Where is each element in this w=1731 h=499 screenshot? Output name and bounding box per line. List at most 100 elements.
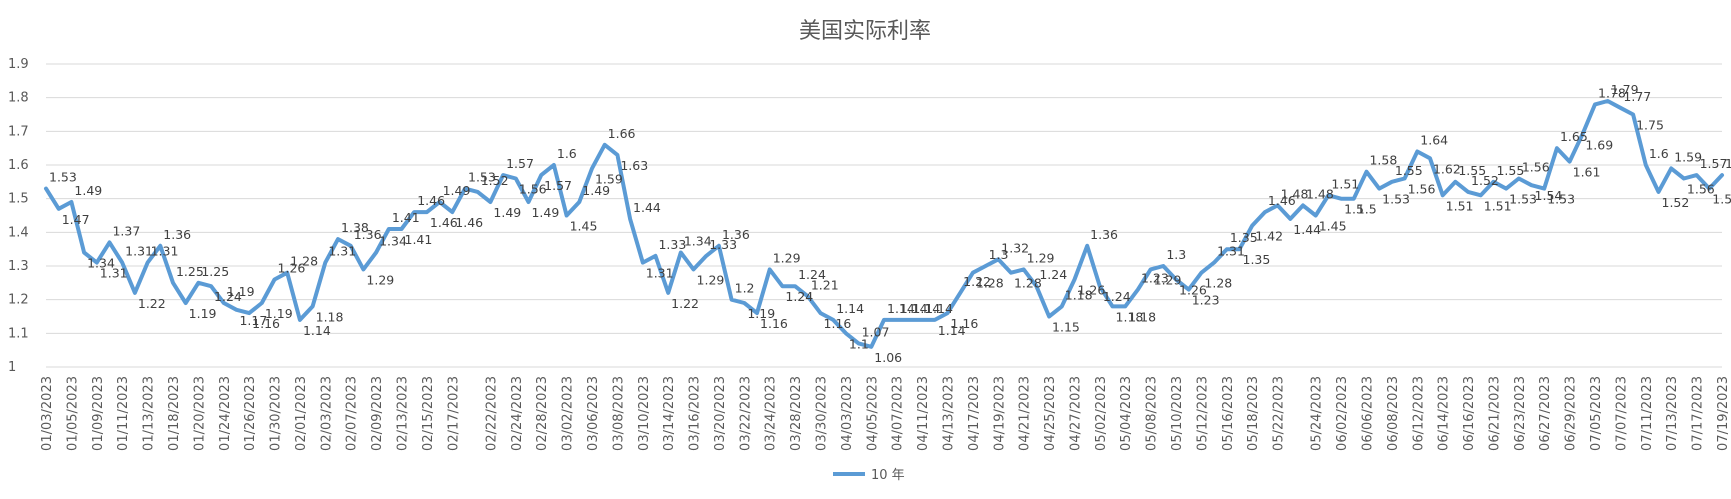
x-tick-label: 05/12/2023 bbox=[1195, 376, 1210, 451]
data-label: 1.53 bbox=[1712, 192, 1731, 207]
data-label: 1.22 bbox=[138, 296, 166, 311]
y-tick-label: 1.4 bbox=[8, 225, 29, 240]
data-label: 1.29 bbox=[366, 272, 394, 287]
data-label: 1.24 bbox=[785, 289, 813, 304]
y-tick-label: 1.1 bbox=[8, 326, 29, 341]
data-label: 1.42 bbox=[1255, 229, 1283, 244]
data-label: 1.18 bbox=[1065, 287, 1093, 302]
data-label: 1.18 bbox=[1128, 309, 1156, 324]
data-label: 1.36 bbox=[1090, 227, 1118, 242]
data-label: 1.14 bbox=[887, 301, 915, 316]
data-label: 1.53 bbox=[1547, 192, 1575, 207]
x-tick-label: 03/20/2023 bbox=[713, 376, 728, 451]
data-label: 1.19 bbox=[227, 284, 255, 299]
data-label: 1.18 bbox=[316, 309, 344, 324]
legend-label: 10 年 bbox=[871, 468, 905, 483]
x-tick-label: 02/28/2023 bbox=[535, 376, 550, 451]
x-tick-label: 02/17/2023 bbox=[446, 376, 461, 451]
data-label: 1.47 bbox=[62, 212, 90, 227]
data-label: 1.56 bbox=[1687, 181, 1715, 196]
data-label: 1.24 bbox=[798, 267, 826, 282]
data-label: 1.31 bbox=[151, 244, 179, 259]
data-label: 1.5 bbox=[1357, 202, 1377, 217]
y-tick-label: 1.7 bbox=[8, 124, 29, 139]
y-tick-label: 1.3 bbox=[8, 259, 29, 274]
x-tick-label: 06/27/2023 bbox=[1538, 376, 1553, 451]
x-tick-label: 02/13/2023 bbox=[396, 376, 411, 451]
data-labels: 1.531.471.491.341.311.371.311.221.311.36… bbox=[49, 82, 1731, 365]
data-label: 1.51 bbox=[1331, 176, 1359, 191]
x-tick-label: 07/11/2023 bbox=[1640, 376, 1655, 451]
data-label: 1.65 bbox=[1560, 129, 1588, 144]
data-label: 1.34 bbox=[379, 234, 407, 249]
data-label: 1.41 bbox=[392, 210, 420, 225]
x-tick-label: 03/14/2023 bbox=[662, 376, 677, 451]
x-tick-label: 07/05/2023 bbox=[1589, 376, 1604, 451]
x-tick-label: 05/08/2023 bbox=[1145, 376, 1160, 451]
data-label: 1.35 bbox=[1230, 230, 1258, 245]
y-tick-label: 1.2 bbox=[8, 293, 29, 308]
data-label: 1.23 bbox=[1141, 271, 1169, 286]
data-label: 1.57 bbox=[544, 178, 572, 193]
series-line bbox=[44, 99, 1724, 349]
x-tick-label: 04/03/2023 bbox=[840, 376, 855, 451]
data-label: 1.36 bbox=[354, 227, 382, 242]
x-tick-label: 03/22/2023 bbox=[738, 376, 753, 451]
data-label: 1.35 bbox=[1243, 252, 1271, 267]
data-label: 1.52 bbox=[1662, 195, 1690, 210]
data-label: 1.5 bbox=[1344, 202, 1364, 217]
data-label: 1.38 bbox=[341, 220, 369, 235]
x-tick-label: 07/17/2023 bbox=[1691, 376, 1706, 451]
x-tick-label: 01/30/2023 bbox=[269, 376, 284, 451]
data-label: 1.29 bbox=[1154, 272, 1182, 287]
data-label: 1.63 bbox=[620, 158, 648, 173]
data-label: 1.45 bbox=[570, 219, 598, 234]
data-label: 1.16 bbox=[824, 316, 852, 331]
data-label: 1.59 bbox=[595, 171, 623, 186]
data-label: 1.41 bbox=[405, 232, 433, 247]
data-label: 1.49 bbox=[443, 183, 471, 198]
x-tick-label: 06/12/2023 bbox=[1411, 376, 1426, 451]
data-label: 1.49 bbox=[582, 183, 610, 198]
data-label: 1.33 bbox=[658, 237, 686, 252]
x-tick-label: 03/08/2023 bbox=[611, 376, 626, 451]
data-label: 1.31 bbox=[125, 244, 153, 259]
data-label: 1.58 bbox=[1369, 153, 1397, 168]
y-tick-label: 1.9 bbox=[8, 57, 29, 72]
data-label: 1.61 bbox=[1573, 165, 1601, 180]
legend: 10 年 bbox=[833, 468, 905, 483]
data-label: 1.24 bbox=[1103, 289, 1131, 304]
x-tick-label: 01/20/2023 bbox=[192, 376, 207, 451]
data-label: 1.32 bbox=[1001, 240, 1029, 255]
x-tick-label: 01/26/2023 bbox=[243, 376, 258, 451]
data-label: 1.28 bbox=[1204, 276, 1232, 291]
data-label: 1.6 bbox=[557, 146, 577, 161]
chart-title: 美国实际利率 bbox=[799, 19, 931, 44]
x-tick-label: 02/03/2023 bbox=[319, 376, 334, 451]
x-tick-label: 03/16/2023 bbox=[688, 376, 703, 451]
data-label: 1.77 bbox=[1623, 89, 1651, 104]
x-tick-label: 07/19/2023 bbox=[1716, 376, 1731, 451]
data-label: 1.54 bbox=[1535, 188, 1563, 203]
data-label: 1.62 bbox=[1433, 161, 1461, 176]
data-label: 1.49 bbox=[493, 205, 521, 220]
data-label: 1.49 bbox=[74, 183, 102, 198]
x-tick-label: 06/06/2023 bbox=[1360, 376, 1375, 451]
data-label: 1.31 bbox=[100, 266, 128, 281]
x-tick-label: 04/19/2023 bbox=[992, 376, 1007, 451]
data-label: 1.16 bbox=[950, 316, 978, 331]
data-label: 1.51 bbox=[1446, 198, 1474, 213]
data-label: 1.16 bbox=[760, 316, 788, 331]
data-label: 1.52 bbox=[481, 173, 509, 188]
x-tick-label: 05/24/2023 bbox=[1310, 376, 1325, 451]
x-tick-label: 04/11/2023 bbox=[916, 376, 931, 451]
data-label: 1.24 bbox=[1039, 267, 1067, 282]
data-label: 1.19 bbox=[189, 306, 217, 321]
x-tick-label: 03/02/2023 bbox=[561, 376, 576, 451]
data-label: 1.45 bbox=[1319, 219, 1347, 234]
data-label: 1.57 bbox=[1700, 156, 1728, 171]
data-label: 1.3 bbox=[1166, 247, 1186, 262]
x-tick-label: 06/21/2023 bbox=[1487, 376, 1502, 451]
x-tick-label: 01/09/2023 bbox=[91, 376, 106, 451]
x-tick-label: 05/16/2023 bbox=[1221, 376, 1236, 451]
